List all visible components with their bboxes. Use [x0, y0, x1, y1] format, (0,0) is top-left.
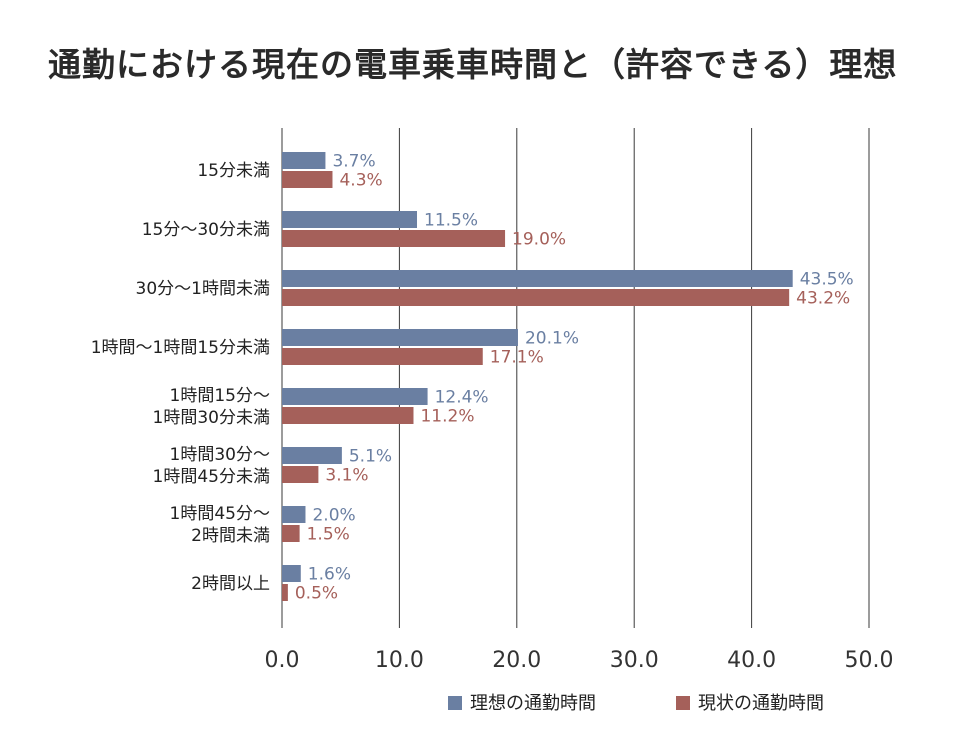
category-label: 1時間〜1時間15分未満 [91, 338, 270, 358]
bar-ideal [282, 565, 301, 582]
bar-current [282, 171, 333, 188]
data-label: 43.5% [800, 270, 854, 290]
bar-ideal [282, 329, 518, 346]
bar-current [282, 525, 300, 542]
legend-swatch [448, 696, 462, 710]
bar-ideal [282, 506, 306, 523]
x-tick-label: 10.0 [375, 648, 424, 673]
data-label: 43.2% [796, 289, 850, 309]
category-label: 1時間30分未満 [153, 408, 270, 428]
data-label: 20.1% [525, 329, 579, 349]
category-label: 1時間30分〜 [170, 445, 270, 465]
data-label: 19.0% [512, 230, 566, 250]
legend-label: 理想の通勤時間 [470, 693, 596, 714]
legend-label: 現状の通勤時間 [698, 693, 824, 714]
x-tick-label: 20.0 [492, 648, 541, 673]
category-label: 15分〜30分未満 [142, 220, 270, 240]
bar-current [282, 466, 319, 483]
category-label: 2時間以上 [191, 574, 270, 594]
bar-ideal [282, 447, 342, 464]
data-label: 1.5% [307, 525, 350, 545]
legend-swatch [676, 696, 690, 710]
bar-ideal [282, 270, 793, 287]
data-label: 4.3% [339, 171, 382, 191]
bar-current [282, 289, 790, 306]
category-label: 2時間未満 [191, 526, 270, 546]
bar-current [282, 584, 288, 601]
data-label: 3.7% [332, 152, 375, 172]
x-tick-label: 50.0 [845, 648, 894, 673]
category-label: 1時間45分〜 [170, 504, 270, 524]
data-label: 2.0% [312, 506, 355, 526]
category-label: 30分〜1時間未満 [136, 279, 270, 299]
bar-ideal [282, 152, 326, 169]
bar-current [282, 348, 483, 365]
data-label: 11.2% [420, 407, 474, 427]
data-label: 12.4% [435, 388, 489, 408]
data-label: 1.6% [308, 565, 351, 585]
chart-title: 通勤における現在の電車乗車時間と（許容できる）理想 [48, 45, 898, 84]
data-label: 3.1% [325, 466, 368, 486]
data-label: 0.5% [295, 584, 338, 604]
x-tick-label: 0.0 [265, 648, 300, 673]
bar-ideal [282, 388, 428, 405]
category-label: 15分未満 [197, 161, 270, 181]
bar-ideal [282, 211, 418, 228]
grid-layer: 0.0 10.0 20.0 30.0 40.0 50.0 [265, 128, 894, 673]
x-tick-label: 30.0 [610, 648, 659, 673]
x-tick-label: 40.0 [727, 648, 776, 673]
labels-layer: 3.7%4.3% 15分未満 11.5% 19.0% 15分〜30分未満 43.5%43.… [91, 152, 854, 604]
data-label: 5.1% [349, 447, 392, 467]
bar-current [282, 230, 506, 247]
bar-current [282, 407, 414, 424]
category-label: 1時間15分〜 [170, 386, 270, 406]
bars-layer [282, 152, 793, 601]
data-label: 17.1% [490, 348, 544, 368]
category-label: 1時間45分未満 [153, 467, 270, 487]
data-label: 11.5% [424, 211, 478, 231]
legend: 理想の通勤時間 現状の通勤時間 [448, 693, 824, 714]
